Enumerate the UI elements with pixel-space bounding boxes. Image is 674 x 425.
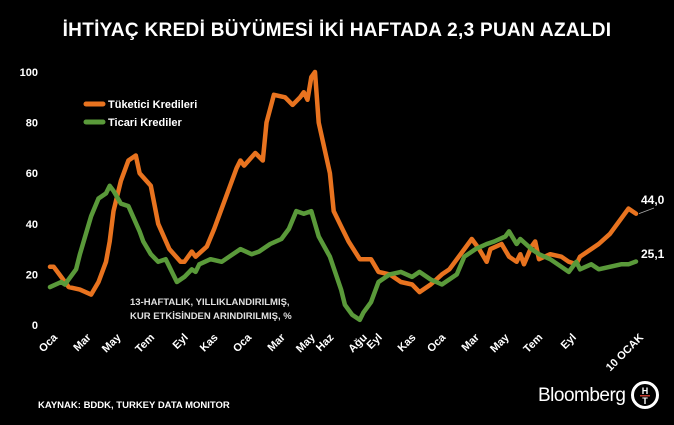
y-tick-label: 100 — [20, 67, 38, 79]
chart-annotation: KUR ETKİSİNDEN ARINDIRILMIŞ, % — [130, 311, 292, 322]
y-tick-label: 60 — [26, 168, 38, 180]
y-tick-label: 20 — [26, 269, 38, 281]
chart-annotation: 13-HAFTALIK, YILLIKLANDIRILMIŞ, — [130, 297, 290, 308]
x-tick-label: Oca — [425, 331, 449, 355]
series-end-label: 44,0 — [641, 193, 665, 207]
series-line-commercial — [47, 183, 639, 323]
x-tick-label: Kas — [396, 332, 419, 355]
y-tick-label: 80 — [26, 118, 38, 130]
series-end-point — [634, 212, 638, 216]
x-tick-label: May — [294, 331, 318, 355]
x-tick-label: Haz — [314, 331, 337, 354]
x-tick-label: 10 OCAK — [604, 332, 646, 374]
x-tick-label: Mar — [265, 331, 288, 354]
x-tick-label: Mar — [460, 331, 483, 354]
x-tick-label: Eyl — [171, 332, 191, 352]
x-tick-label: Kas — [198, 332, 221, 355]
chart-title: İHTİYAÇ KREDİ BÜYÜMESİ İKİ HAFTADA 2,3 P… — [62, 20, 612, 41]
x-tick-label: Oca — [37, 331, 61, 355]
x-tick-label: May — [100, 331, 124, 355]
x-tick-label: Tem — [521, 331, 545, 355]
y-tick-label: 40 — [26, 219, 38, 231]
x-tick-label: Eyl — [365, 332, 385, 352]
ht-logo-icon: H T — [631, 381, 659, 409]
x-tick-label: Eyl — [559, 332, 579, 352]
x-tick-label: Tem — [133, 331, 157, 355]
legend-label: Tüketici Kredileri — [108, 99, 197, 111]
x-tick-label: Oca — [231, 331, 255, 355]
y-tick-label: 0 — [32, 320, 38, 332]
svg-text:H: H — [642, 386, 649, 396]
series-line-consumer — [47, 69, 639, 297]
source-note: KAYNAK: BDDK, TURKEY DATA MONITOR — [38, 400, 230, 411]
series-end-label: 25,1 — [641, 247, 665, 261]
legend-label: Ticari Krediler — [108, 117, 182, 129]
x-tick-label: Mar — [71, 331, 94, 354]
brand-name: Bloomberg — [538, 385, 626, 406]
end-label-leader — [638, 207, 655, 215]
svg-text:T: T — [642, 396, 648, 406]
x-tick-label: May — [488, 331, 512, 355]
series-end-point — [634, 259, 638, 263]
